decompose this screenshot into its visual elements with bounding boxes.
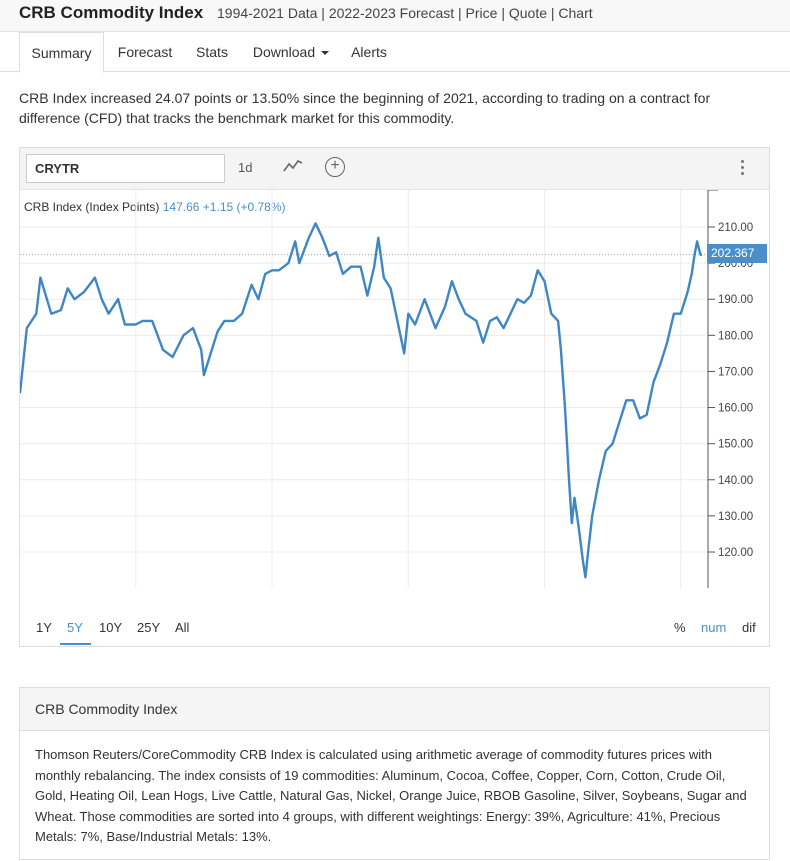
tab-summary[interactable]: Summary xyxy=(19,32,104,73)
mode-num[interactable]: num xyxy=(701,620,727,635)
range-all[interactable]: All xyxy=(175,620,190,635)
line-chart[interactable]: 120.00 130.00 140.00 150.00 160.00 170.00 180.… xyxy=(20,190,769,590)
y-tick-label: 210.00 xyxy=(718,222,753,234)
tab-stats[interactable]: Stats xyxy=(196,44,228,60)
chart-panel: 1d + CRB Index (Index Points) 147.66 +1.… xyxy=(19,147,770,647)
page-title: CRB Commodity Index xyxy=(19,3,204,22)
range-25y[interactable]: 25Y xyxy=(137,620,161,635)
tab-download[interactable]: Download xyxy=(245,32,337,72)
intro-text: CRB Index increased 24.07 points or 13.5… xyxy=(19,90,711,126)
chevron-down-icon xyxy=(321,51,330,56)
interval-button[interactable]: 1d xyxy=(238,160,253,175)
y-tick-label: 180.00 xyxy=(718,330,753,342)
plus-circle-icon[interactable]: + xyxy=(325,157,345,177)
legend-value: 147.66 xyxy=(162,200,200,214)
legend-change: +1.15 (+0.78%) xyxy=(202,200,286,214)
tab-bar: Summary Forecast Stats Download Alerts xyxy=(0,32,790,73)
title-bar: CRB Commodity Index 1994-2021 Data | 202… xyxy=(0,0,790,32)
description-heading: CRB Commodity Index xyxy=(20,688,769,731)
range-5y[interactable]: 5Y xyxy=(67,620,83,635)
tab-alerts[interactable]: Alerts xyxy=(351,44,387,60)
y-tick-label: 160.00 xyxy=(718,403,753,415)
description-body: Thomson Reuters/CoreCommodity CRB Index … xyxy=(35,747,747,844)
mode-percent[interactable]: % xyxy=(674,620,686,635)
series-line xyxy=(20,222,703,579)
tab-download-label: Download xyxy=(252,44,316,60)
y-tick-label: 140.00 xyxy=(718,475,753,487)
symbol-input[interactable] xyxy=(26,154,225,183)
y-tick-label: 170.00 xyxy=(718,366,753,378)
mode-dif[interactable]: dif xyxy=(742,620,756,635)
legend-series-name: CRB Index (Index Points) xyxy=(24,200,160,214)
range-10y[interactable]: 10Y xyxy=(99,620,123,635)
description-panel: CRB Commodity Index Thomson Reuters/Core… xyxy=(19,687,770,860)
current-price-tag: 202.367 xyxy=(707,244,767,263)
range-1y[interactable]: 1Y xyxy=(36,620,52,635)
chart-legend: CRB Index (Index Points) 147.66 +1.15 (+… xyxy=(24,200,286,214)
y-tick-label: 150.00 xyxy=(718,439,753,451)
line-chart-icon[interactable] xyxy=(283,157,303,181)
page-subtitle: 1994-2021 Data | 2022-2023 Forecast | Pr… xyxy=(217,5,593,21)
active-range-indicator xyxy=(60,643,91,645)
tab-forecast[interactable]: Forecast xyxy=(117,44,173,60)
kebab-menu-icon[interactable] xyxy=(737,158,747,180)
y-tick-label: 120.00 xyxy=(718,547,753,559)
y-tick-label: 130.00 xyxy=(718,511,753,523)
chart-toolbar: 1d + xyxy=(20,148,769,190)
y-tick-label: 190.00 xyxy=(718,294,753,306)
